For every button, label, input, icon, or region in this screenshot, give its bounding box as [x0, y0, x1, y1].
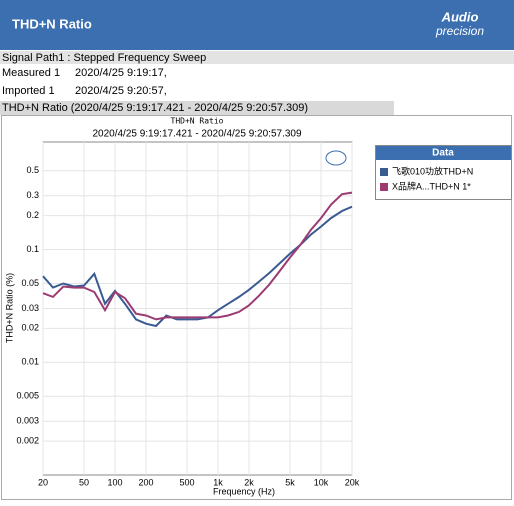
y-tick-label: 0.5 — [26, 165, 39, 175]
x-tick-label: 50 — [79, 477, 89, 487]
legend-title: Data — [432, 148, 454, 159]
x-tick-label: 10k — [314, 477, 329, 487]
x-tick-label: 200 — [138, 477, 153, 487]
signal-path: Signal Path1 : Stepped Frequency Sweep — [2, 52, 206, 64]
x-tick-label: 1k — [213, 477, 223, 487]
y-tick-label: 0.003 — [16, 416, 39, 426]
imported-label: Imported 1 — [2, 85, 55, 97]
legend-swatch — [380, 168, 388, 176]
chart-frame — [1, 115, 512, 500]
ap-logo — [325, 150, 347, 166]
chart-subtitle: 2020/4/25 9:19:17.421 - 2020/4/25 9:20:5… — [92, 129, 302, 140]
y-tick-label: 0.02 — [21, 323, 39, 333]
logo-text: Audio — [441, 9, 479, 24]
y-tick-label: 0.005 — [16, 391, 39, 401]
legend-label: X品牌A...THD+N 1* — [392, 180, 471, 191]
logo-text: precision — [435, 24, 484, 38]
legend-label: 飞歌010功放THD+N — [392, 165, 473, 176]
x-axis-label: Frequency (Hz) — [213, 486, 275, 496]
x-tick-label: 5k — [285, 477, 295, 487]
section-title: THD+N Ratio (2020/4/25 9:19:17.421 - 202… — [2, 102, 308, 114]
y-tick-label: 0.05 — [21, 278, 39, 288]
y-tick-label: 0.3 — [26, 190, 39, 200]
legend-swatch — [380, 183, 388, 191]
x-tick-label: 20k — [345, 477, 360, 487]
measured-value: 2020/4/25 9:19:17, — [75, 67, 167, 79]
x-tick-label: 20 — [38, 477, 48, 487]
legend-header — [376, 146, 511, 160]
y-tick-label: 0.01 — [21, 357, 39, 367]
data-line — [42, 191, 353, 321]
imported-value: 2020/4/25 9:20:57, — [75, 85, 167, 97]
x-tick-label: 100 — [107, 477, 122, 487]
chart-title: THD+N Ratio — [171, 117, 224, 126]
row-band — [0, 51, 514, 64]
y-tick-label: 0.1 — [26, 244, 39, 254]
measured-label: Measured 1 — [2, 67, 60, 79]
y-tick-label: 0.2 — [26, 210, 39, 220]
y-tick-label: 0.03 — [21, 303, 39, 313]
row-band — [0, 101, 394, 115]
header-band — [0, 0, 514, 50]
y-tick-label: 0.002 — [16, 435, 39, 445]
x-tick-label: 500 — [179, 477, 194, 487]
x-tick-label: 2k — [244, 477, 254, 487]
y-axis-label: THD+N Ratio (%) — [4, 273, 14, 343]
header-title: THD+N Ratio — [12, 16, 92, 31]
